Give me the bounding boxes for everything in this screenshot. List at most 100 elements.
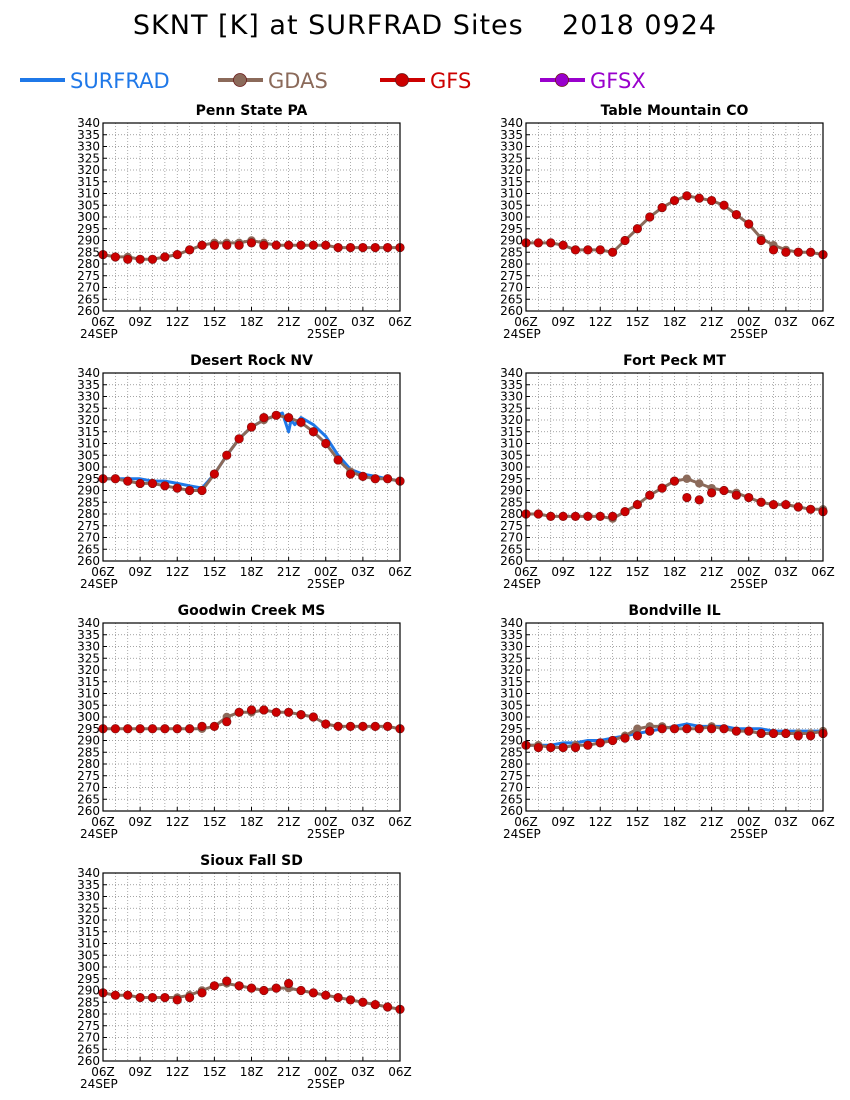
x-tick-label: 03Z bbox=[351, 815, 375, 829]
point-gfs bbox=[358, 997, 368, 1007]
plot-frame bbox=[525, 622, 824, 812]
x-tick-label: 15Z bbox=[203, 315, 227, 329]
point-gfs bbox=[321, 240, 331, 250]
legend-label: SURFRAD bbox=[70, 69, 170, 93]
point-gfs bbox=[768, 500, 779, 510]
point-gfs bbox=[333, 455, 343, 465]
grid bbox=[103, 123, 400, 311]
x-tick-label: 06Z bbox=[91, 1065, 115, 1079]
y-tick-label: 320 bbox=[500, 163, 523, 177]
y-tick-label: 295 bbox=[77, 472, 100, 486]
y-tick-label: 340 bbox=[500, 616, 523, 630]
series-gfs bbox=[521, 724, 828, 753]
y-tick-label: 265 bbox=[77, 1042, 100, 1056]
date-label: 25SEP bbox=[307, 577, 345, 591]
x-tick-label: 09Z bbox=[128, 565, 152, 579]
y-tick-label: 300 bbox=[500, 210, 523, 224]
point-gfs bbox=[583, 245, 593, 255]
point-gfs bbox=[570, 511, 581, 521]
point-gfs bbox=[197, 485, 207, 496]
series-gfs bbox=[521, 191, 828, 260]
y-tick-label: 340 bbox=[77, 116, 100, 130]
point-gfs bbox=[370, 721, 380, 732]
y-tick-label: 310 bbox=[77, 937, 100, 951]
x-tick-label: 09Z bbox=[551, 565, 575, 579]
point-gfs bbox=[533, 238, 543, 248]
point-gfs bbox=[234, 240, 244, 250]
date-label: 24SEP bbox=[80, 577, 118, 591]
point-gfs bbox=[209, 240, 219, 250]
x-tick-label: 12Z bbox=[166, 815, 190, 829]
y-tick-label: 335 bbox=[77, 378, 100, 392]
date-label: 25SEP bbox=[730, 827, 768, 841]
grid bbox=[526, 373, 823, 561]
y-tick-label: 285 bbox=[500, 495, 523, 509]
point-gfs bbox=[185, 485, 195, 496]
point-gfs bbox=[271, 983, 281, 993]
point-gfs bbox=[160, 252, 170, 262]
y-tick-label: 320 bbox=[77, 913, 100, 927]
point-gfs bbox=[608, 511, 618, 521]
point-gfs bbox=[682, 191, 692, 201]
y-tick-label: 280 bbox=[77, 1007, 100, 1021]
panel-bondville-il: Bondville IL2602652702752802852902953003… bbox=[500, 603, 835, 841]
point-gfs bbox=[358, 471, 368, 482]
y-tick-label: 265 bbox=[500, 542, 523, 556]
y-tick-label: 315 bbox=[77, 675, 100, 689]
point-gfs bbox=[669, 724, 680, 734]
y-tick-label: 330 bbox=[77, 890, 100, 904]
point-gfs bbox=[570, 742, 581, 753]
point-gfs bbox=[806, 731, 816, 741]
x-tick-label: 15Z bbox=[203, 565, 227, 579]
y-tick-label: 310 bbox=[77, 687, 100, 701]
point-gfs bbox=[222, 976, 232, 986]
panel-goodwin-creek-ms: Goodwin Creek MS 260265270275280285290295… bbox=[77, 603, 412, 841]
x-tick-label: 06Z bbox=[388, 1065, 412, 1079]
point-gfs bbox=[345, 242, 356, 253]
point-gfs bbox=[768, 728, 779, 739]
point-gfs bbox=[135, 992, 145, 1003]
x-tick-label: 06Z bbox=[811, 815, 835, 829]
y-tick-label: 270 bbox=[77, 781, 100, 795]
y-tick-label: 295 bbox=[500, 222, 523, 236]
y-tick-label: 305 bbox=[77, 948, 100, 962]
point-gfs bbox=[296, 240, 306, 250]
point-gfs bbox=[321, 438, 331, 449]
y-tick-label: 315 bbox=[500, 175, 523, 189]
point-gfs bbox=[744, 726, 754, 736]
panel-title: Table Mountain CO bbox=[601, 103, 749, 119]
point-gfs bbox=[719, 724, 729, 734]
y-tick-label: 325 bbox=[77, 151, 100, 165]
y-tick-label: 295 bbox=[77, 972, 100, 986]
point-gfs bbox=[645, 490, 655, 500]
x-tick-label: 21Z bbox=[700, 315, 724, 329]
date-label: 24SEP bbox=[80, 327, 118, 341]
point-gfs bbox=[583, 740, 593, 750]
point-gfs bbox=[731, 210, 741, 220]
y-tick-label: 270 bbox=[77, 531, 100, 545]
point-gfs bbox=[558, 742, 568, 753]
point-gfs bbox=[160, 992, 170, 1003]
x-tick-label: 12Z bbox=[589, 315, 613, 329]
y-tick-label: 285 bbox=[77, 745, 100, 759]
point-gfs bbox=[160, 481, 170, 491]
x-tick-label: 12Z bbox=[166, 315, 190, 329]
point-gfs bbox=[756, 728, 766, 739]
panel-title: Sioux Fall SD bbox=[200, 853, 303, 869]
plot-frame bbox=[102, 622, 401, 812]
point-gfs bbox=[731, 726, 741, 736]
x-tick-label: 21Z bbox=[277, 565, 301, 579]
x-tick-label: 06Z bbox=[514, 815, 538, 829]
y-tick-label: 260 bbox=[500, 804, 523, 818]
y-tick-label: 295 bbox=[500, 472, 523, 486]
y-tick-label: 340 bbox=[500, 366, 523, 380]
point-gfs bbox=[284, 707, 294, 717]
date-label: 24SEP bbox=[503, 577, 541, 591]
point-gfs bbox=[657, 203, 667, 213]
point-gfs bbox=[259, 240, 269, 250]
point-gfs bbox=[296, 710, 306, 720]
y-tick-label: 330 bbox=[500, 640, 523, 654]
point-gfs bbox=[595, 511, 605, 521]
grid bbox=[103, 873, 400, 1061]
